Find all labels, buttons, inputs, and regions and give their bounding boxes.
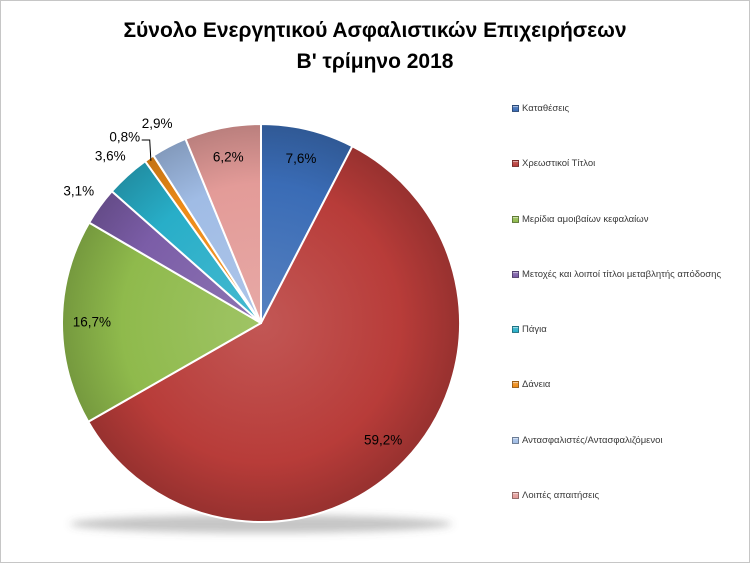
legend-swatch-icon bbox=[512, 270, 519, 278]
legend-swatch-icon bbox=[512, 215, 519, 223]
legend-item: Αντασφαλιστές/Αντασφαλιζόμενοι bbox=[512, 435, 740, 446]
legend-item: Δάνεια bbox=[512, 379, 740, 390]
legend-item: Λοιπές απαιτήσεις bbox=[512, 490, 740, 501]
legend-label: Δάνεια bbox=[522, 379, 551, 391]
legend-label: Καταθέσεις bbox=[522, 103, 570, 114]
pie-data-label-3: 3,1% bbox=[63, 184, 94, 199]
legend-item: Χρεωστικοί Τίτλοι bbox=[512, 158, 740, 169]
legend-swatch-icon bbox=[512, 491, 519, 499]
legend: Καταθέσεις Χρεωστικοί Τίτλοι Μερίδια αμο… bbox=[512, 103, 740, 501]
pie-slice-7 bbox=[184, 123, 262, 324]
legend-swatch-icon bbox=[512, 326, 519, 334]
legend-swatch-icon bbox=[512, 436, 519, 444]
legend-label: Μερίδια αμοιβαίων κεφαλαίων bbox=[522, 213, 649, 225]
legend-item: Μετοχές και λοιποί τίτλοι μεταβλητής από… bbox=[512, 269, 740, 280]
pie-slice-1 bbox=[87, 145, 461, 523]
chart-title-line2: Β' τρίμηνο 2018 bbox=[296, 50, 454, 73]
legend-item: Καταθέσεις bbox=[512, 103, 740, 114]
legend-item: Πάγια bbox=[512, 324, 740, 335]
pie-slice-2 bbox=[61, 221, 262, 423]
legend-label: Χρεωστικοί Τίτλοι bbox=[522, 158, 596, 170]
legend-label: Μετοχές και λοιποί τίτλοι μεταβλητής από… bbox=[522, 268, 722, 280]
pie-data-label-7: 6,2% bbox=[213, 150, 244, 165]
pie-slice-0 bbox=[260, 123, 354, 324]
chart-title-line1: Σύνολο Ενεργητικού Ασφαλιστικών Επιχειρή… bbox=[123, 19, 627, 42]
legend-swatch-icon bbox=[512, 160, 519, 168]
chart-title: Σύνολο Ενεργητικού Ασφαλιστικών Επιχειρή… bbox=[1, 15, 749, 77]
pie-data-label-1: 59,2% bbox=[364, 433, 402, 448]
pie-data-label-6: 2,9% bbox=[142, 116, 173, 131]
pie-data-label-0: 7,6% bbox=[286, 151, 317, 166]
pie-data-label-2: 16,7% bbox=[73, 315, 111, 330]
legend-swatch-icon bbox=[512, 105, 519, 112]
label-leader-line bbox=[141, 139, 152, 161]
legend-label: Λοιπές απαιτήσεις bbox=[522, 489, 600, 501]
legend-item: Μερίδια αμοιβαίων κεφαλαίων bbox=[512, 214, 740, 225]
legend-label: Αντασφαλιστές/Αντασφαλιζόμενοι bbox=[522, 434, 663, 446]
legend-swatch-icon bbox=[512, 381, 519, 389]
pie-shadow bbox=[69, 515, 453, 533]
pie-data-label-4: 3,6% bbox=[95, 149, 126, 164]
legend-label: Πάγια bbox=[522, 324, 547, 336]
pie-data-label-5: 0,8% bbox=[109, 129, 140, 144]
